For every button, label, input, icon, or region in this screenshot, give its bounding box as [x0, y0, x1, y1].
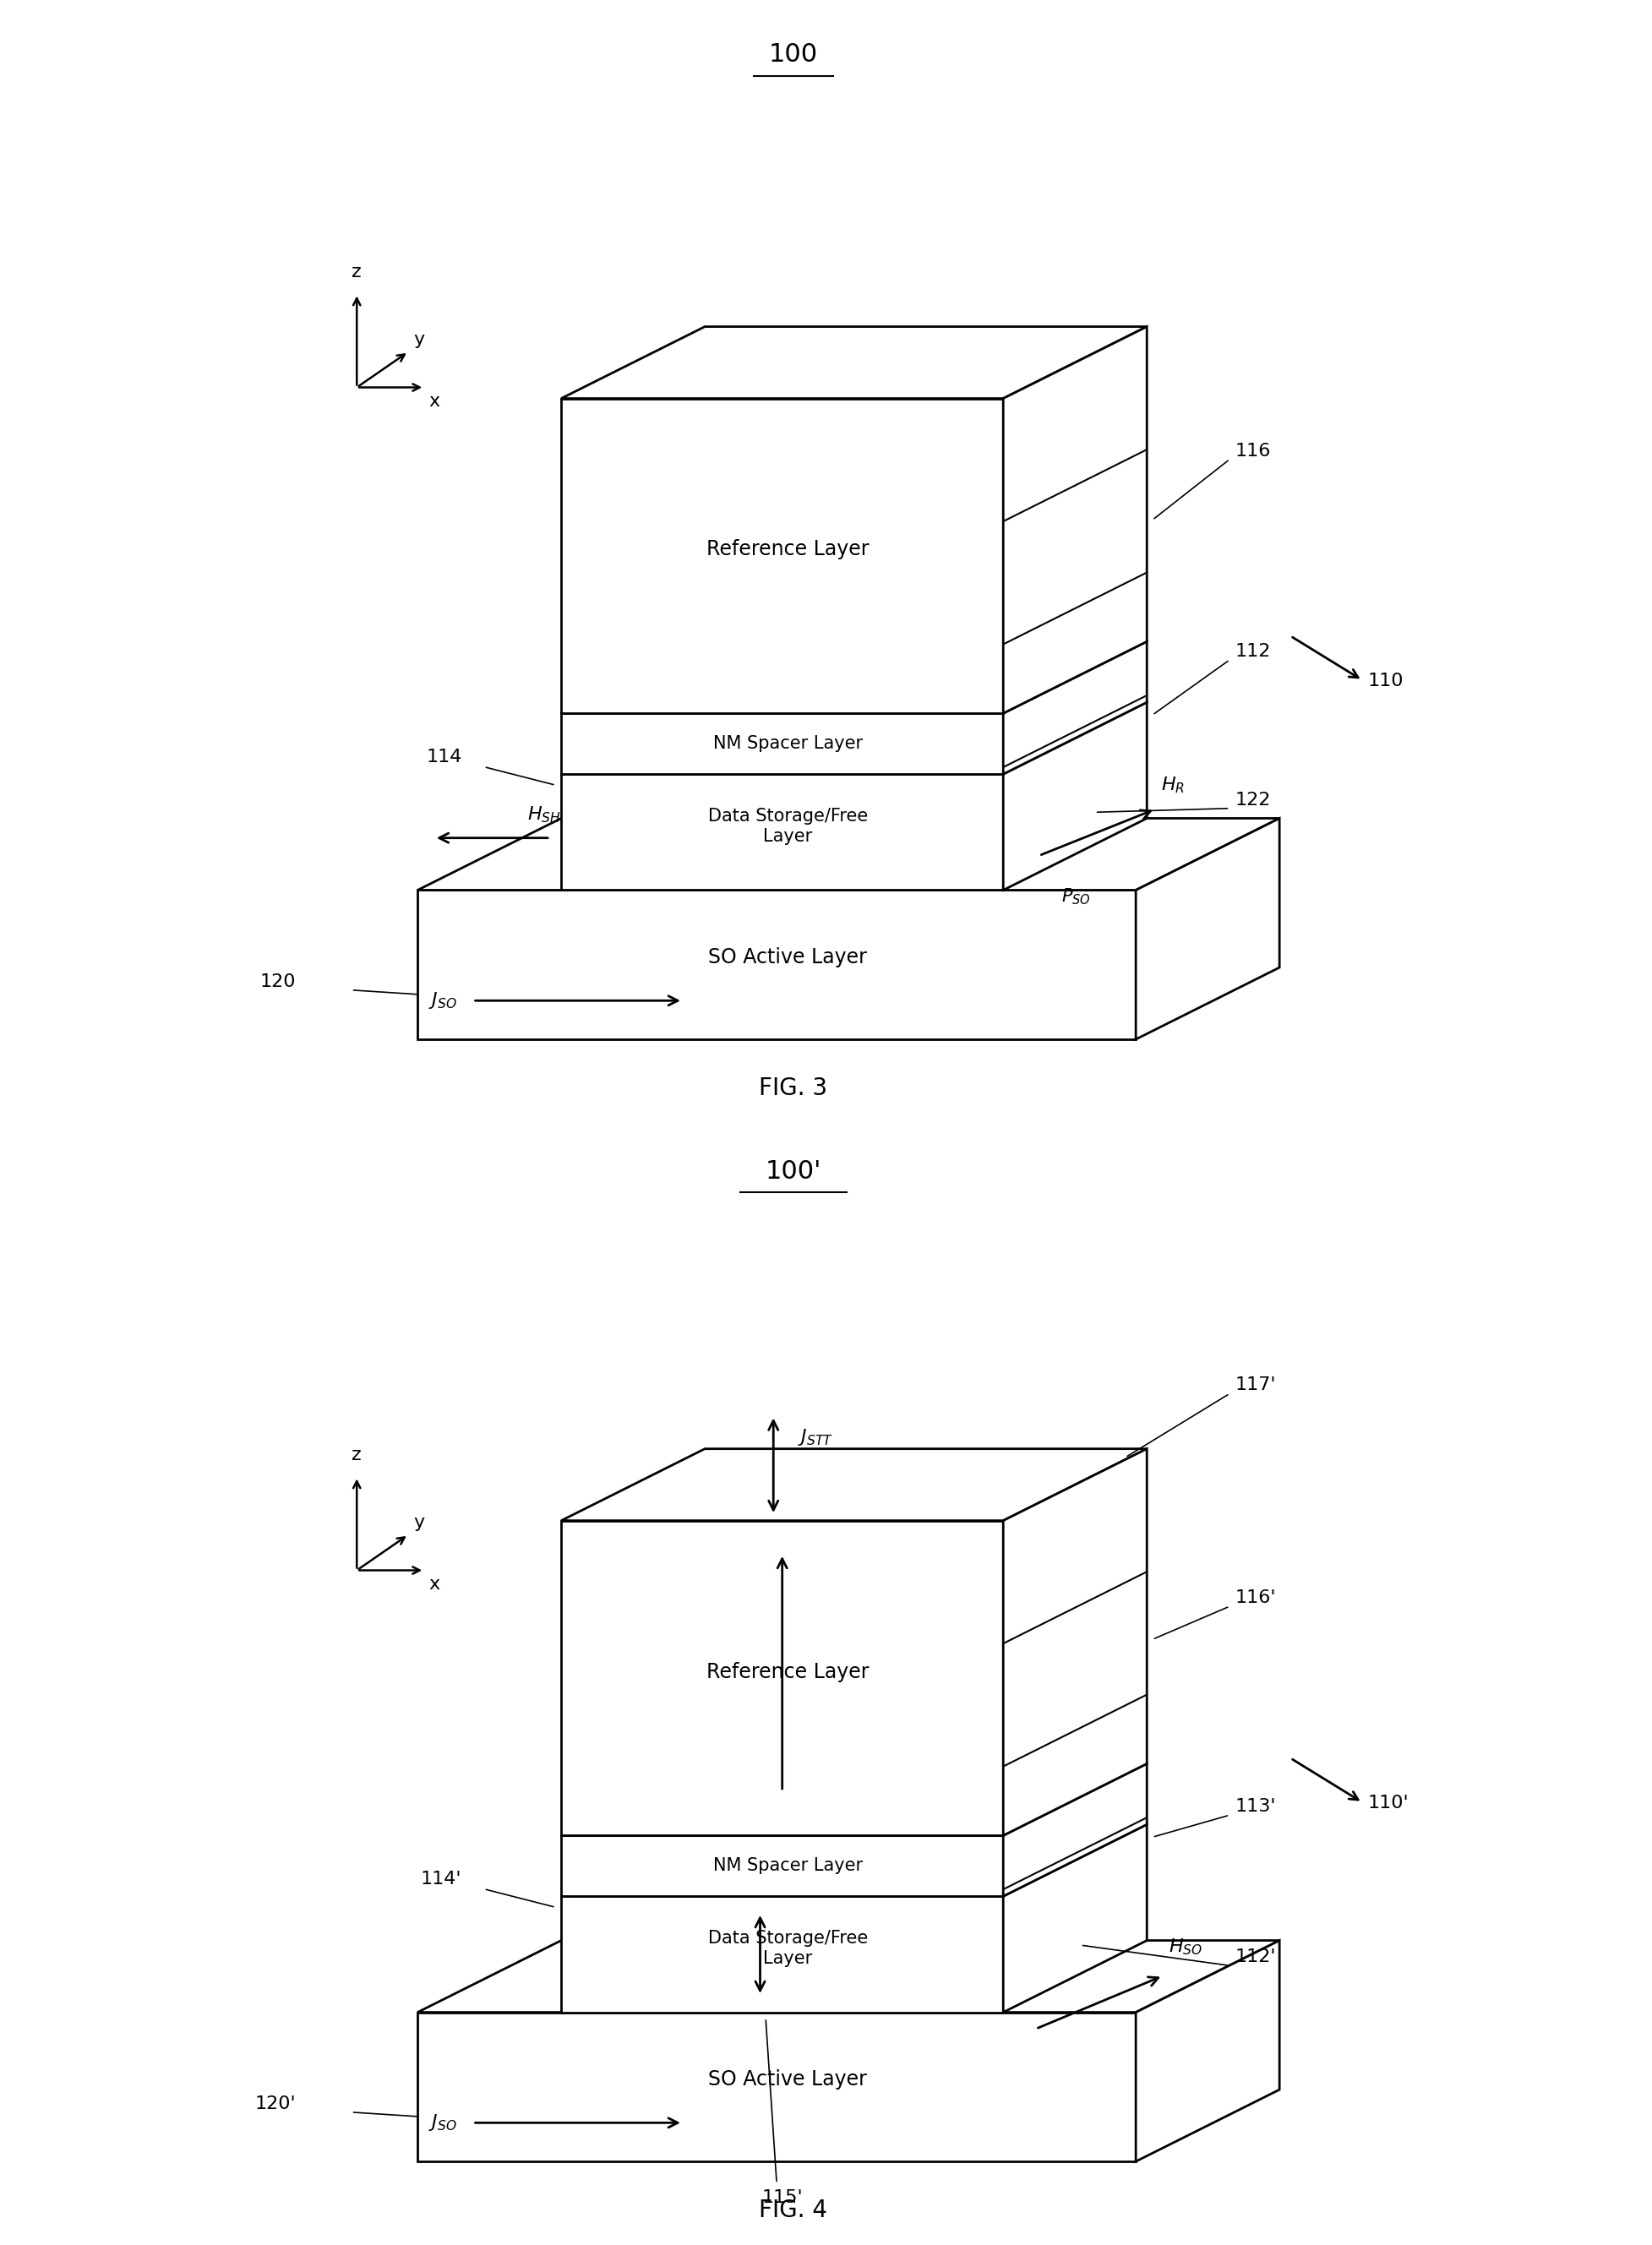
Polygon shape — [1003, 642, 1146, 775]
Text: FIG. 3: FIG. 3 — [758, 1075, 828, 1100]
Text: Data Storage/Free
Layer: Data Storage/Free Layer — [707, 1931, 867, 1967]
Text: $J_{SO}$: $J_{SO}$ — [428, 2113, 458, 2133]
Polygon shape — [1003, 703, 1146, 889]
Text: $J_{STT}$: $J_{STT}$ — [798, 1426, 833, 1448]
Polygon shape — [562, 1825, 1146, 1897]
Text: $H_{SO}$: $H_{SO}$ — [1168, 1937, 1201, 1958]
Text: x: x — [430, 1576, 439, 1592]
Text: y: y — [413, 330, 425, 348]
Text: 122: 122 — [1234, 792, 1270, 808]
Text: NM Spacer Layer: NM Spacer Layer — [712, 736, 862, 752]
Polygon shape — [1135, 819, 1279, 1039]
Text: SO Active Layer: SO Active Layer — [709, 2070, 867, 2090]
Polygon shape — [418, 2012, 1135, 2162]
Text: 114': 114' — [421, 1870, 461, 1888]
Text: 110': 110' — [1368, 1794, 1408, 1812]
Text: 115': 115' — [762, 2189, 803, 2207]
Polygon shape — [418, 819, 1279, 889]
Text: 110: 110 — [1368, 671, 1403, 689]
Text: $H_R$: $H_R$ — [1160, 775, 1184, 795]
Text: 113': 113' — [1234, 1798, 1275, 1816]
Text: Reference Layer: Reference Layer — [705, 539, 869, 559]
Text: 112: 112 — [1234, 642, 1270, 660]
Text: 114: 114 — [426, 748, 461, 766]
Text: z: z — [352, 263, 362, 281]
Text: 100: 100 — [768, 43, 818, 67]
Text: 112': 112' — [1234, 1949, 1275, 1967]
Polygon shape — [1003, 1448, 1146, 1836]
Text: 120: 120 — [259, 974, 296, 990]
Polygon shape — [418, 889, 1135, 1039]
Polygon shape — [562, 714, 1003, 775]
Polygon shape — [562, 1765, 1146, 1836]
Text: FIG. 4: FIG. 4 — [758, 2198, 828, 2223]
Text: $H_{SH}$: $H_{SH}$ — [527, 804, 562, 824]
Polygon shape — [1135, 1940, 1279, 2162]
Text: 117': 117' — [1234, 1376, 1275, 1394]
Polygon shape — [562, 1448, 1146, 1520]
Polygon shape — [562, 397, 1003, 714]
Polygon shape — [418, 1940, 1279, 2012]
Polygon shape — [562, 775, 1003, 889]
Text: 116': 116' — [1234, 1589, 1275, 1607]
Text: y: y — [413, 1513, 425, 1531]
Polygon shape — [562, 1836, 1003, 1897]
Polygon shape — [562, 1520, 1003, 1836]
Text: $J_{SO}$: $J_{SO}$ — [428, 990, 458, 1010]
Text: 116: 116 — [1234, 442, 1270, 460]
Text: x: x — [430, 393, 439, 411]
Polygon shape — [562, 642, 1146, 714]
Text: SO Active Layer: SO Active Layer — [709, 947, 867, 968]
Text: Data Storage/Free
Layer: Data Storage/Free Layer — [707, 808, 867, 844]
Text: 100': 100' — [765, 1158, 821, 1183]
Polygon shape — [1003, 1765, 1146, 1897]
Text: 120': 120' — [254, 2097, 296, 2113]
Text: $P_{SO}$: $P_{SO}$ — [1061, 887, 1090, 907]
Text: NM Spacer Layer: NM Spacer Layer — [712, 1857, 862, 1875]
Text: Reference Layer: Reference Layer — [705, 1661, 869, 1682]
Polygon shape — [1003, 1825, 1146, 2012]
Polygon shape — [562, 703, 1146, 775]
Polygon shape — [562, 1897, 1003, 2012]
Polygon shape — [1003, 326, 1146, 714]
Polygon shape — [562, 326, 1146, 397]
Text: z: z — [352, 1446, 362, 1464]
